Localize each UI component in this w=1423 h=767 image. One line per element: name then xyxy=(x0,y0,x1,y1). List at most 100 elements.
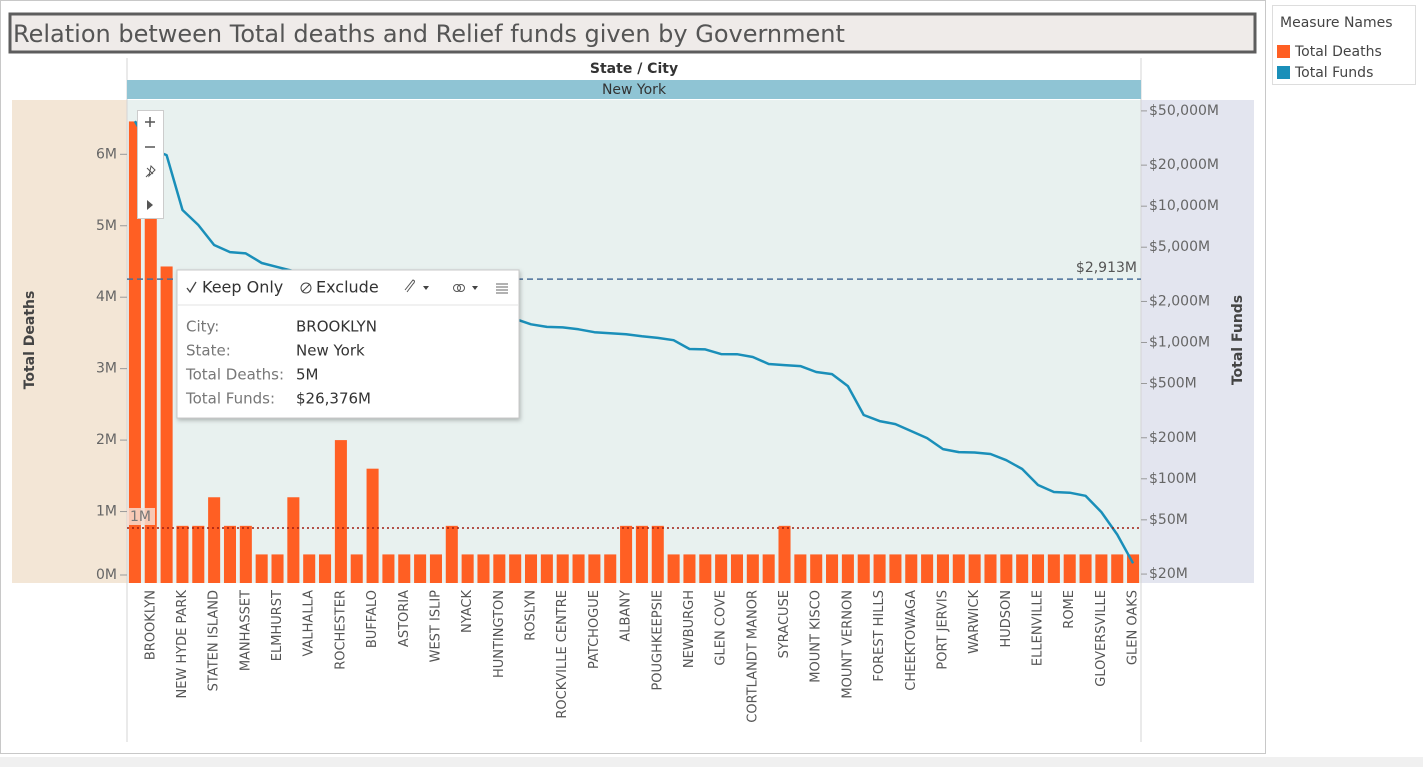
bar xyxy=(477,554,490,583)
x-tick-label: NEW HYDE PARK xyxy=(175,590,190,699)
y2-tick-label: $100M xyxy=(1149,471,1197,487)
bar xyxy=(540,554,553,583)
bar xyxy=(794,554,807,583)
x-tick-label: ELMHURST xyxy=(270,590,285,661)
bar xyxy=(905,554,918,583)
y-tick-label: 2M xyxy=(96,432,117,448)
y2-tick-label: $50,000M xyxy=(1149,103,1219,119)
x-tick-label: ROCHESTER xyxy=(333,590,348,670)
y-tick-label: 3M xyxy=(96,361,117,377)
exclude-icon xyxy=(300,282,312,294)
bar xyxy=(1047,554,1060,583)
bar xyxy=(730,554,744,583)
x-tick-label: FOREST HILLS xyxy=(872,590,887,682)
bar xyxy=(889,554,902,583)
bar xyxy=(461,554,474,583)
set-icon[interactable] xyxy=(453,284,461,292)
x-tick-label: PATCHOGUE xyxy=(587,590,602,669)
bar xyxy=(382,554,395,583)
x-tick-label: STATEN ISLAND xyxy=(207,590,222,691)
bar xyxy=(604,554,617,583)
y-tick-label: 0M xyxy=(96,567,117,583)
tooltip-field-value: BROOKLYN xyxy=(296,318,377,336)
x-tick-label: MOUNT VERNON xyxy=(840,590,855,699)
bar xyxy=(699,554,712,583)
keep-only[interactable]: Keep Only xyxy=(202,278,283,297)
exclude[interactable]: Exclude xyxy=(316,278,379,297)
x-tick-label: GLOVERSVILLE xyxy=(1094,590,1109,687)
bar xyxy=(223,525,237,583)
expand[interactable] xyxy=(147,200,153,210)
x-tick-label: ASTORIA xyxy=(397,590,412,647)
bar xyxy=(841,554,854,583)
bar xyxy=(255,554,268,583)
reference-label-bg xyxy=(127,507,155,525)
pin[interactable] xyxy=(145,164,156,178)
dropdown[interactable] xyxy=(472,286,478,290)
dropdown[interactable] xyxy=(423,286,429,290)
tooltip-field-label: City: xyxy=(186,318,219,336)
x-tick-label: GLEN OAKS xyxy=(1126,590,1141,665)
bar xyxy=(429,554,442,583)
right-axis-pane xyxy=(1141,100,1254,583)
bar xyxy=(208,497,221,583)
bar xyxy=(509,554,522,583)
bar xyxy=(936,554,949,583)
x-tick-label: MOUNT KISCO xyxy=(809,590,824,683)
y2-tick-label: $50M xyxy=(1149,512,1188,528)
bar xyxy=(810,554,823,583)
tooltip-field-label: Total Deaths: xyxy=(185,366,284,384)
bar xyxy=(334,440,347,583)
y2-tick-label: $10,000M xyxy=(1149,198,1219,214)
x-tick-label: ROCKVILLE CENTRE xyxy=(555,590,570,719)
bar xyxy=(952,554,965,583)
bar xyxy=(1127,554,1140,583)
zoom-in[interactable] xyxy=(145,117,155,127)
bar xyxy=(1095,554,1108,583)
bar xyxy=(319,554,332,583)
legend-label: Total Deaths xyxy=(1294,44,1382,60)
bar xyxy=(588,554,601,583)
bar xyxy=(160,266,173,583)
bar xyxy=(1079,554,1092,583)
group-icon[interactable] xyxy=(404,279,415,293)
x-tick-label: VALHALLA xyxy=(302,590,317,657)
tooltip-field-label: Total Funds: xyxy=(185,390,275,408)
bar xyxy=(350,554,363,583)
x-tick-label: NEWBURGH xyxy=(682,590,697,668)
bar xyxy=(524,554,538,583)
bar xyxy=(635,525,648,583)
set-icon[interactable] xyxy=(457,284,465,292)
x-tick-label: PORT JERVIS xyxy=(935,590,950,670)
bar xyxy=(984,554,997,583)
bar xyxy=(968,554,981,583)
exclude-icon xyxy=(301,283,311,293)
x-tick-label: GLEN COVE xyxy=(714,590,729,666)
bar xyxy=(366,468,379,583)
legend-swatch xyxy=(1277,66,1290,79)
y2-tick-label: $1,000M xyxy=(1149,334,1210,350)
view-data-icon[interactable] xyxy=(496,283,508,294)
bar xyxy=(287,497,300,583)
y2-axis-title: Total Funds xyxy=(1230,295,1246,385)
bar xyxy=(192,525,205,583)
x-tick-label: MANHASSET xyxy=(238,590,253,671)
x-tick-label: HUNTINGTON xyxy=(492,590,507,678)
toolbar-box xyxy=(137,110,164,219)
y-tick-label: 6M xyxy=(96,146,117,162)
bar xyxy=(556,554,569,583)
tooltip-field-value: New York xyxy=(296,342,365,360)
bar xyxy=(493,554,506,583)
bar xyxy=(620,525,633,583)
y-tick-label: 1M xyxy=(96,504,117,520)
bar xyxy=(271,554,284,583)
tooltip-box xyxy=(176,269,520,419)
pane-header-band xyxy=(127,80,1141,99)
bar xyxy=(176,525,189,583)
legend-title: Measure Names xyxy=(1280,15,1393,31)
y2-tick-label: $5,000M xyxy=(1149,239,1210,255)
y2-tick-label: $2,000M xyxy=(1149,293,1210,309)
reference-label: 1M xyxy=(130,509,151,525)
bar xyxy=(715,554,728,583)
